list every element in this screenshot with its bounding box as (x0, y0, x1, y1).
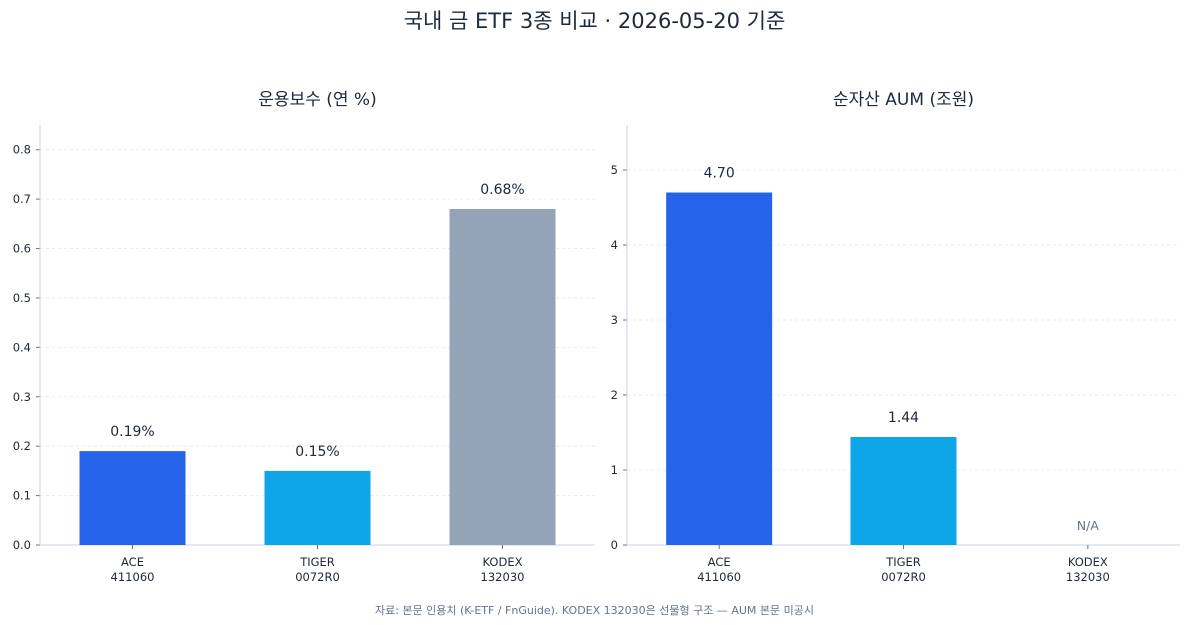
x-tick-label-code: 0072R0 (295, 570, 340, 584)
panel-title: 운용보수 (연 %) (258, 90, 376, 110)
y-tick-label: 0.1 (13, 489, 31, 503)
bar-value-label: 4.70 (704, 166, 735, 182)
bar-value-label: 0.68% (480, 182, 524, 198)
bar-tiger (264, 470, 371, 545)
bar-ace (79, 451, 186, 545)
bar-kodex (449, 209, 556, 545)
bar-tiger (850, 437, 957, 545)
x-tick-label-code: 132030 (481, 570, 525, 584)
x-tick-label-name: TIGER (885, 555, 921, 569)
chart-footnote: 자료: 본문 인용치 (K-ETF / FnGuide). KODEX 1320… (374, 604, 814, 617)
y-tick-label: 0.3 (13, 390, 31, 404)
bar-value-label: 0.15% (295, 444, 339, 460)
y-tick-label: 0.8 (13, 143, 31, 157)
bar-ace (666, 192, 773, 545)
y-tick-label: 0.6 (13, 242, 31, 256)
y-tick-label: 2 (611, 388, 618, 402)
y-tick-label: 1 (611, 463, 618, 477)
x-tick-label-code: 0072R0 (881, 570, 926, 584)
chart-main-title: 국내 금 ETF 3종 비교 · 2026-05-20 기준 (403, 9, 786, 33)
x-tick-label-name: KODEX (1068, 555, 1108, 569)
x-tick-label-code: 132030 (1066, 570, 1110, 584)
y-tick-label: 5 (611, 163, 618, 177)
x-tick-label-name: TIGER (299, 555, 335, 569)
y-tick-label: 3 (611, 313, 618, 327)
bar-value-label: 0.19% (110, 424, 154, 440)
x-tick-label-name: ACE (121, 555, 144, 569)
y-tick-label: 0.7 (13, 192, 31, 206)
y-tick-label: 0.5 (13, 291, 31, 305)
x-tick-label-name: ACE (708, 555, 731, 569)
bar-missing-label: N/A (1077, 518, 1100, 533)
y-tick-label: 0 (611, 538, 618, 552)
x-tick-label-code: 411060 (697, 570, 741, 584)
y-tick-label: 4 (611, 238, 618, 252)
y-tick-label: 0.0 (13, 538, 31, 552)
panel-title: 순자산 AUM (조원) (833, 90, 974, 110)
x-tick-label-name: KODEX (483, 555, 523, 569)
y-tick-label: 0.4 (13, 340, 31, 354)
x-tick-label-code: 411060 (111, 570, 155, 584)
bar-value-label: 1.44 (888, 410, 919, 426)
y-tick-label: 0.2 (13, 439, 31, 453)
